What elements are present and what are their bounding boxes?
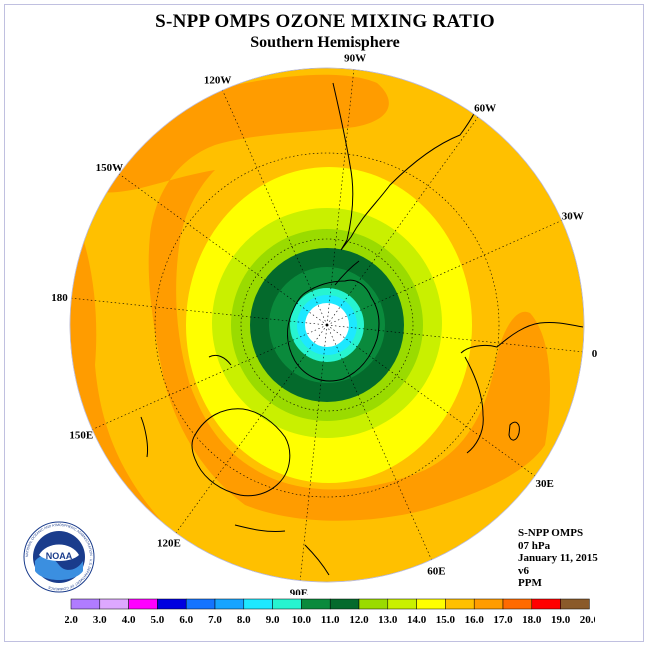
colorbar-tick-label: 20.0: [580, 614, 595, 626]
longitude-label: 60W: [474, 102, 496, 114]
longitude-line: [326, 324, 536, 477]
colorbar-swatch: [214, 598, 245, 610]
longitude-label: 30W: [562, 211, 584, 223]
colorbar-tick-label: 13.0: [378, 614, 398, 626]
figure-frame: 90W 60W 30W 0 30E 60E 90E 120E 150E 180 150W 120W S…: [4, 4, 644, 642]
colorbar-tick-labels: 2.0 3.0 4.0 5.0 6.0 7.0 8.0 9.0 10.0 11.0 12.0 13.0…: [65, 614, 595, 626]
longitude-label: 120E: [157, 538, 181, 550]
longitude-label: 180: [51, 292, 68, 304]
coastline-south-america: [332, 82, 484, 251]
colorbar-tick-label: 19.0: [551, 614, 571, 626]
colorbar-tick-label: 7.0: [208, 614, 222, 626]
longitude-label: 0: [592, 348, 598, 360]
south-pole-marker: [325, 323, 329, 327]
longitude-line: [118, 173, 328, 326]
colorbar-swatch: [99, 598, 129, 610]
latitude-gridlines: [154, 152, 500, 498]
longitude-line: [175, 324, 328, 534]
colorbar-tick-label: 6.0: [179, 614, 193, 626]
page-title: S-NPP OMPS OZONE MIXING RATIO: [155, 11, 495, 32]
noaa-logo-text: NOAA: [46, 551, 73, 561]
longitude-label: 90W: [344, 52, 366, 64]
colorbar-swatch: [473, 598, 504, 610]
longitude-line: [326, 324, 432, 560]
coastlines: [140, 82, 584, 576]
polar-map: 90W 60W 30W 0 30E 60E 90E 120E 150E 180 150W 120W: [51, 52, 598, 595]
longitude-line: [299, 324, 328, 581]
longitude-labels: 90W 60W 30W 0 30E 60E 90E 120E 150E 180 150W 120W: [51, 52, 598, 595]
colorbar-tick-label: 17.0: [493, 614, 513, 626]
longitude-label: 150W: [96, 162, 124, 174]
colorbar-tick-label: 3.0: [93, 614, 107, 626]
coastline-australia: [191, 408, 291, 497]
longitude-label: 120W: [204, 74, 232, 86]
latitude-circle-30s: [154, 152, 500, 498]
colorbar-tick-label: 9.0: [266, 614, 280, 626]
longitude-line: [326, 220, 562, 326]
colorbar-tick-label: 12.0: [349, 614, 369, 626]
colorbar-tick-label: 15.0: [436, 614, 456, 626]
colorbar-swatch: [329, 598, 360, 610]
info-date: January 11, 2015: [518, 552, 598, 564]
info-units: PPM: [518, 577, 542, 589]
coastline-antarctica: [287, 279, 380, 382]
coastline-africa: [460, 322, 584, 454]
longitude-line: [71, 297, 328, 326]
longitude-label: 30E: [535, 478, 553, 490]
longitude-line: [326, 69, 355, 326]
info-level: 07 hPa: [518, 539, 551, 552]
colorbar-tick-label: 14.0: [407, 614, 427, 626]
colorbar-swatch: [128, 598, 158, 610]
colorbar-swatch: [157, 598, 187, 610]
longitude-line: [326, 116, 479, 326]
map-disc-border: [69, 67, 585, 583]
longitude-line: [92, 324, 328, 430]
coastline-new-zealand: [140, 354, 232, 458]
colorbar-swatch: [243, 598, 273, 610]
colorbar-tick-label: 5.0: [151, 614, 165, 626]
colorbar-swatch: [416, 598, 446, 610]
colorbar-swatch: [301, 598, 331, 610]
colorbar-tick-label: 8.0: [237, 614, 251, 626]
colorbar-swatches: [70, 598, 590, 610]
page-subtitle: Southern Hemisphere: [250, 34, 400, 51]
colorbar-tick-label: 18.0: [522, 614, 542, 626]
colorbar-tick-label: 16.0: [465, 614, 485, 626]
info-instrument: S-NPP OMPS: [518, 527, 584, 539]
colorbar-tick-label: 4.0: [122, 614, 136, 626]
colorbar-swatch: [185, 598, 216, 610]
latitude-circle-60s: [240, 238, 414, 412]
colorbar-swatch: [445, 598, 475, 610]
contour-band-16-17-outer-west: [70, 205, 335, 582]
info-version: v6: [518, 564, 529, 577]
longitude-label: 150E: [69, 429, 93, 441]
noaa-logo: NOAA NATIONAL OCEANIC AND ATMOSPHERIC AD…: [23, 521, 95, 593]
longitude-label: 60E: [427, 566, 445, 578]
longitude-label: 90E: [290, 588, 308, 595]
longitude-gridlines: [71, 69, 583, 581]
coastline-antarctic-peninsula: [334, 260, 360, 286]
contour-band-16-17-west: [75, 74, 550, 521]
colorbar-swatch: [531, 598, 561, 610]
colorbar-swatch: [272, 598, 302, 610]
colorbar-tick-label: 10.0: [292, 614, 312, 626]
info-box: S-NPP OMPS 07 hPa January 11, 2015 v6 PP…: [518, 527, 598, 590]
colorbar-swatch: [70, 598, 101, 610]
colorbar-swatch: [502, 598, 533, 610]
colorbar-tick-label: 2.0: [65, 614, 78, 626]
colorbar-swatch: [387, 598, 417, 610]
colorbar-swatch: [560, 598, 590, 610]
colorbar-tick-label: 11.0: [321, 614, 340, 626]
longitude-line: [222, 90, 328, 326]
colorbar-swatch: [358, 598, 389, 610]
coastline-indonesia: [234, 524, 330, 576]
longitude-line: [326, 324, 583, 353]
coastline-madagascar: [508, 421, 520, 441]
colorbar: 2.0 3.0 4.0 5.0 6.0 7.0 8.0 9.0 10.0 11.0 12.0 13.0…: [65, 598, 595, 626]
